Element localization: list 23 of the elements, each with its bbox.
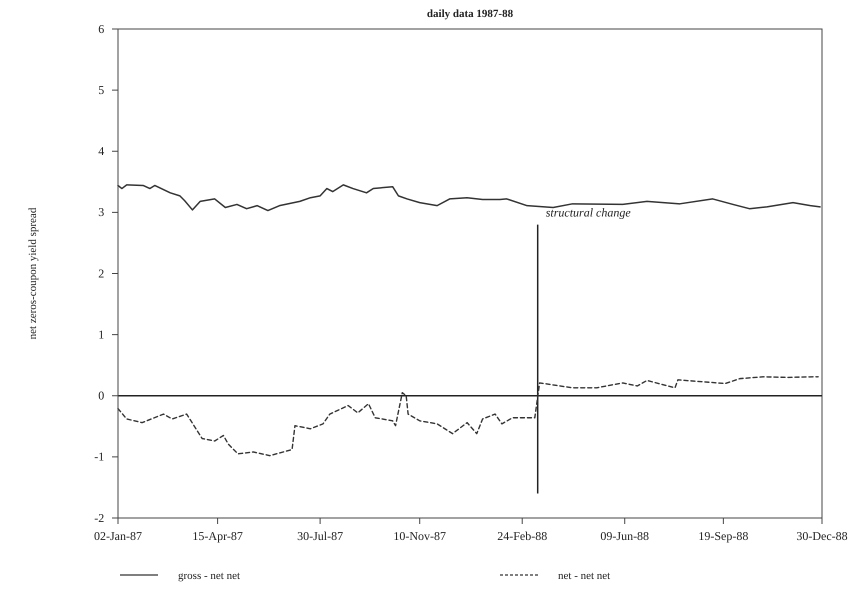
x-tick-label: 09-Jun-88	[600, 529, 650, 544]
y-tick-label: 0	[98, 388, 104, 403]
x-tick-label: 30-Dec-88	[796, 529, 848, 544]
x-tick-label: 02-Jan-87	[94, 529, 142, 544]
legend-label: gross - net net	[178, 570, 240, 582]
x-tick-label: 15-Apr-87	[192, 529, 243, 544]
x-tick-label: 24-Feb-88	[497, 529, 548, 544]
legend-label: net - net net	[558, 570, 610, 582]
y-axis-title: net zeros-coupon yield spread	[27, 207, 39, 340]
y-tick-label: 5	[98, 82, 104, 97]
y-tick-label: 2	[98, 266, 104, 280]
x-tick-label: 10-Nov-87	[393, 529, 446, 544]
y-tick-label: 4	[98, 144, 104, 158]
chart-subtitle: daily data 1987-88	[426, 8, 514, 20]
y-tick-label: 1	[98, 327, 104, 342]
y-tick-label: 6	[98, 22, 104, 36]
y-tick-label: 3	[98, 205, 104, 220]
x-tick-label: 19-Sep-88	[698, 529, 748, 544]
y-tick-label: -2	[94, 510, 104, 525]
x-tick-label: 30-Jul-87	[297, 529, 344, 544]
line-series	[117, 376, 819, 456]
y-tick-label: -1	[94, 450, 104, 464]
ref-line-label: structural change	[546, 206, 632, 220]
